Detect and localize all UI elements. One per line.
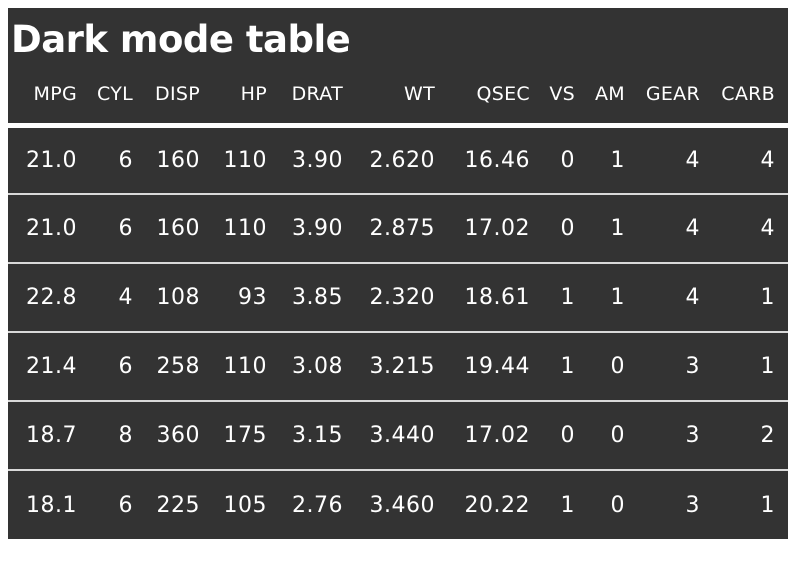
table-cell: 3 xyxy=(631,400,706,470)
table-title: Dark mode table xyxy=(11,18,351,61)
table-cell: 0 xyxy=(536,400,581,470)
table-body: 21.0 6 160 110 3.90 2.620 16.46 0 1 4 4 21.0 6 160 110… xyxy=(8,125,788,539)
table-cell: 3.08 xyxy=(273,331,349,401)
table-cell: 110 xyxy=(206,193,273,263)
table-cell: 4 xyxy=(685,147,700,173)
table-cell: 17.02 xyxy=(441,193,536,263)
table-cell: 17.02 xyxy=(441,400,536,470)
table-cell: 3 xyxy=(631,331,706,401)
table-cell: 3.90 xyxy=(292,147,343,173)
data-table: MPG CYL DISP HP DRAT WT QSEC VS AM GEAR CARB 21.0 6… xyxy=(8,66,788,539)
header-row: MPG CYL DISP HP DRAT WT QSEC VS AM GEAR CARB xyxy=(8,66,788,128)
table-cell: 1 xyxy=(706,331,788,401)
table-cell: 1 xyxy=(610,147,625,173)
table-cell: 2.875 xyxy=(349,193,441,263)
table-cell: 4 xyxy=(631,262,706,332)
table-cell: 4 xyxy=(631,193,706,263)
table-cell: 3.460 xyxy=(349,469,441,539)
table-cell: 0 xyxy=(560,147,575,173)
table-row: 18.7 8 360 175 3.15 3.440 17.02 0 0 3 2 xyxy=(8,400,788,470)
column-header-drat: DRAT xyxy=(273,66,349,128)
table-cell: 6 xyxy=(83,331,139,401)
table-cell: 225 xyxy=(139,469,206,539)
table-cell: 1 xyxy=(706,262,788,332)
table-cell: 3.215 xyxy=(349,331,441,401)
table-cell: 105 xyxy=(206,469,273,539)
table-cell: 110 xyxy=(206,331,273,401)
table-cell: 3.15 xyxy=(273,400,349,470)
dark-mode-table-card: Dark mode table MPG CYL DISP HP DRAT WT QSEC VS… xyxy=(8,8,788,539)
column-header-disp: DISP xyxy=(139,66,206,128)
table-cell: 16.46 xyxy=(464,147,530,173)
table-cell: 6 xyxy=(83,469,139,539)
table-cell: 21.4 xyxy=(8,331,83,401)
table-cell: 160 xyxy=(156,147,200,173)
column-header-am: AM xyxy=(581,66,631,128)
table-cell: 175 xyxy=(206,400,273,470)
table-row: 21.4 6 258 110 3.08 3.215 19.44 1 0 3 1 xyxy=(8,331,788,401)
table-cell: 4 xyxy=(706,193,788,263)
table-cell: 21.0 xyxy=(8,193,83,263)
column-header-wt: WT xyxy=(349,66,441,128)
table-cell: 19.44 xyxy=(441,331,536,401)
table-cell: 1 xyxy=(536,331,581,401)
table-cell: 4 xyxy=(760,147,775,173)
table-cell: 18.61 xyxy=(441,262,536,332)
table-cell: 6 xyxy=(118,147,133,173)
table-cell: 160 xyxy=(139,193,206,263)
table-cell: 360 xyxy=(139,400,206,470)
column-header-vs: VS xyxy=(536,66,581,128)
table-row: 21.0 6 160 110 3.90 2.875 17.02 0 1 4 4 xyxy=(8,193,788,263)
table-cell: 4 xyxy=(83,262,139,332)
column-header-gear: GEAR xyxy=(631,66,706,128)
table-cell: 21.0 xyxy=(26,147,77,173)
table-cell: 2.620 xyxy=(369,147,435,173)
table-cell: 258 xyxy=(139,331,206,401)
table-cell: 2.76 xyxy=(273,469,349,539)
table-cell: 20.22 xyxy=(441,469,536,539)
table-cell: 22.8 xyxy=(8,262,83,332)
table-cell: 0 xyxy=(536,193,581,263)
column-header-mpg: MPG xyxy=(8,66,83,128)
table-row: 22.8 4 108 93 3.85 2.320 18.61 1 1 4 1 xyxy=(8,262,788,332)
table-cell: 1 xyxy=(581,193,631,263)
table-cell: 3 xyxy=(631,469,706,539)
table-cell: 6 xyxy=(83,193,139,263)
table-row: 18.1 6 225 105 2.76 3.460 20.22 1 0 3 1 xyxy=(8,469,788,539)
table-cell: 1 xyxy=(536,262,581,332)
table-cell: 2.320 xyxy=(349,262,441,332)
table-cell: 8 xyxy=(83,400,139,470)
table-cell: 0 xyxy=(581,331,631,401)
table-cell: 1 xyxy=(581,262,631,332)
table-cell: 0 xyxy=(581,400,631,470)
table-cell: 1 xyxy=(706,469,788,539)
table-cell: 0 xyxy=(581,469,631,539)
table-cell: 1 xyxy=(536,469,581,539)
table-row: 21.0 6 160 110 3.90 2.620 16.46 0 1 4 4 xyxy=(8,125,788,194)
column-header-carb: CARB xyxy=(706,66,788,128)
column-header-hp: HP xyxy=(206,66,273,128)
table-cell: 3.85 xyxy=(273,262,349,332)
table-cell: 18.1 xyxy=(8,469,83,539)
table-cell: 110 xyxy=(223,147,267,173)
table-cell: 2 xyxy=(706,400,788,470)
table-cell: 108 xyxy=(139,262,206,332)
table-cell: 3.90 xyxy=(273,193,349,263)
table-cell: 3.440 xyxy=(349,400,441,470)
column-header-cyl: CYL xyxy=(83,66,139,128)
table-cell: 18.7 xyxy=(8,400,83,470)
table-cell: 93 xyxy=(206,262,273,332)
column-header-qsec: QSEC xyxy=(441,66,536,128)
